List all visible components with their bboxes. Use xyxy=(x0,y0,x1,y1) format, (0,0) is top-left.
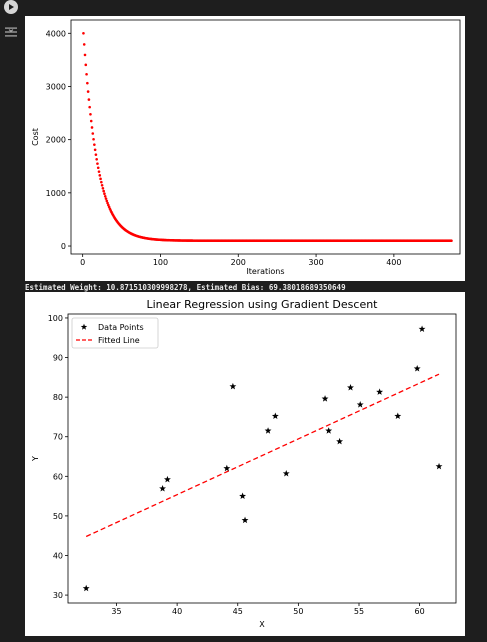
cost-point xyxy=(93,148,97,152)
data-point xyxy=(164,475,171,483)
data-point xyxy=(271,412,279,420)
data-point xyxy=(413,365,421,372)
y-tick-label: 90 xyxy=(53,354,63,363)
x-tick-label: 50 xyxy=(293,607,303,616)
cost-point xyxy=(99,177,102,181)
data-point xyxy=(159,484,166,492)
y-tick-label: 3000 xyxy=(46,82,66,91)
output-toggle-icon[interactable] xyxy=(4,26,18,38)
cost-chart: 0 100 200 300 400 0 1000 2000 3000 4000 Iterations… xyxy=(25,16,465,281)
regression-chart-svg: 35 40 45 50 55 60 30 40 50 60 70 80 90 100 Linear Regr… xyxy=(31,298,457,629)
cost-point xyxy=(97,170,101,173)
data-point xyxy=(239,492,247,500)
cost-point xyxy=(89,119,93,123)
cost-point xyxy=(91,132,95,135)
y-tick-label: 100 xyxy=(48,314,63,323)
cost-point xyxy=(92,137,95,141)
x-axis-label: Iterations xyxy=(246,267,284,276)
cost-point xyxy=(100,180,103,184)
y-tick-label: 1000 xyxy=(46,189,66,198)
cost-point xyxy=(87,98,91,101)
cost-point xyxy=(85,72,88,76)
cost-point xyxy=(104,197,108,200)
x-tick-label: 200 xyxy=(231,258,246,267)
cost-point xyxy=(105,199,109,203)
data-point xyxy=(356,401,364,408)
y-tick-label: 50 xyxy=(53,512,63,521)
cost-point xyxy=(86,81,89,85)
cost-point xyxy=(98,174,102,177)
cost-point xyxy=(450,239,453,243)
cost-point xyxy=(82,31,85,35)
x-tick-label: 35 xyxy=(111,607,121,616)
cost-point xyxy=(106,201,109,205)
cost-point xyxy=(93,143,96,146)
y-axis-label: Cost xyxy=(31,128,40,146)
run-icon[interactable] xyxy=(4,0,18,14)
legend-label-data-points: Data Points xyxy=(98,323,144,332)
plot-frame-border xyxy=(70,19,461,255)
legend-label-fitted-line: Fitted Line xyxy=(98,336,140,345)
data-point xyxy=(82,584,90,592)
y-tick-label: 2000 xyxy=(46,136,66,145)
y-tick-label: 60 xyxy=(53,472,63,481)
cost-point xyxy=(102,189,105,193)
data-point xyxy=(282,469,290,477)
data-point xyxy=(347,384,354,391)
cost-point xyxy=(94,153,98,156)
x-tick-label: 40 xyxy=(172,607,182,616)
x-tick-label: 400 xyxy=(386,258,401,267)
cost-point xyxy=(100,183,104,187)
data-point xyxy=(394,412,402,420)
chart-title: Linear Regression using Gradient Descent xyxy=(147,298,379,311)
data-point xyxy=(336,437,344,445)
cost-point xyxy=(84,63,88,67)
x-tick-label: 0 xyxy=(80,258,85,267)
legend: Data Points Fitted Line xyxy=(71,317,159,349)
console-output: Estimated Weight: 10.871510309998278, Es… xyxy=(25,283,346,292)
regression-chart: 35 40 45 50 55 60 30 40 50 60 70 80 90 100 Linear Regr… xyxy=(25,292,465,636)
data-point xyxy=(321,395,329,402)
data-point xyxy=(435,462,443,470)
data-point xyxy=(418,325,426,332)
data-point xyxy=(229,382,237,390)
x-tick-label: 60 xyxy=(415,607,425,616)
cost-chart-svg: 0 100 200 300 40001000200030004000Iterations… xyxy=(31,19,461,276)
cost-point xyxy=(103,192,106,196)
cost-point xyxy=(103,194,107,198)
x-tick-label: 45 xyxy=(233,607,243,616)
data-point xyxy=(264,427,272,434)
fitted-line xyxy=(85,373,440,538)
cell-gutter xyxy=(0,0,24,642)
y-tick-label: 4000 xyxy=(46,29,66,38)
legend-star-marker xyxy=(80,323,88,330)
cost-point xyxy=(96,162,99,165)
y-tick-label: 70 xyxy=(53,433,63,442)
cost-point xyxy=(95,157,98,161)
cost-point xyxy=(96,166,100,170)
x-tick-label: 300 xyxy=(308,258,323,267)
cost-point xyxy=(83,53,87,57)
cost-point xyxy=(89,112,92,116)
y-tick-label: 30 xyxy=(53,591,63,600)
x-tick-label: 55 xyxy=(354,607,364,616)
cost-point xyxy=(86,90,90,93)
data-point xyxy=(325,427,333,434)
y-tick-label: 40 xyxy=(53,551,63,560)
data-point xyxy=(376,388,384,395)
data-point xyxy=(223,464,231,472)
y-tick-label: 0 xyxy=(61,242,66,251)
cost-point xyxy=(88,105,91,109)
cost-point xyxy=(101,186,105,190)
cost-point xyxy=(90,126,94,129)
x-axis-label: X xyxy=(259,620,265,629)
x-tick-label: 100 xyxy=(153,258,168,267)
y-tick-label: 80 xyxy=(53,393,63,402)
cost-point xyxy=(82,43,86,46)
plot-frame-border xyxy=(67,313,457,604)
y-axis-label: Y xyxy=(31,456,40,462)
data-point xyxy=(241,516,249,524)
legend-box xyxy=(71,317,159,349)
